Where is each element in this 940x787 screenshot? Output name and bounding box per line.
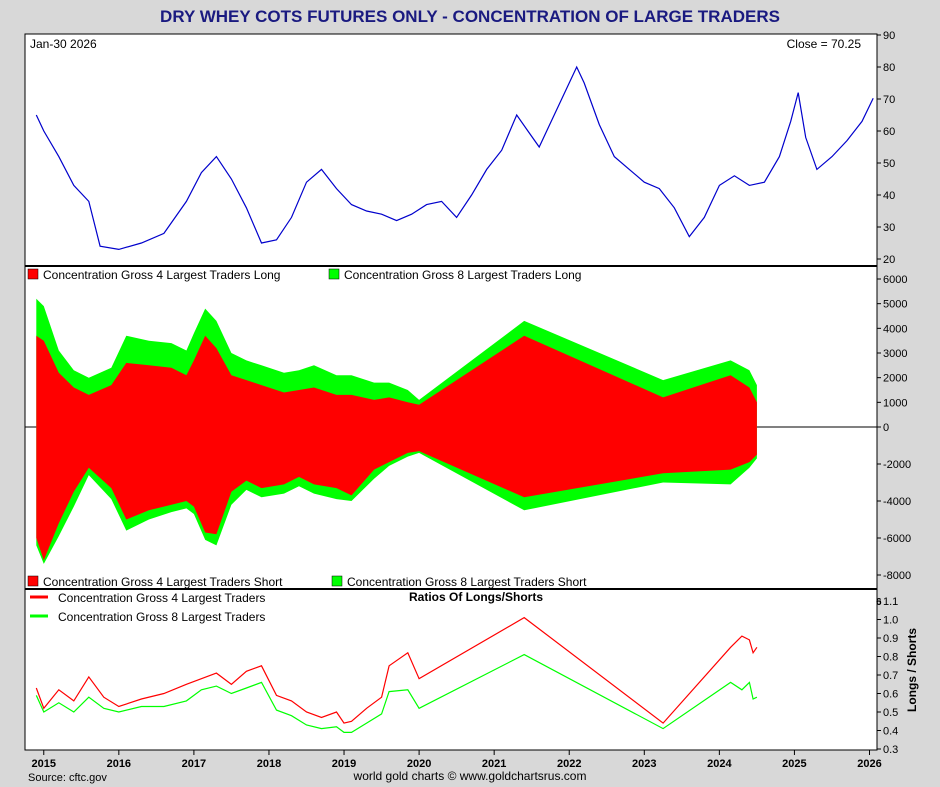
price-y-tick-label: 20: [883, 254, 895, 266]
x-tick-label: 2020: [407, 758, 431, 770]
source-label: Source: cftc.gov: [28, 772, 107, 784]
price-y-tick-label: 70: [883, 94, 895, 106]
ratio-y-tick-label: 0.3: [883, 744, 898, 756]
ratio-y-tick-label: 0.5: [883, 707, 898, 719]
ratio-y-tick-label: 0.7: [883, 670, 898, 682]
ratio-y-tick-label: 1.1: [883, 596, 898, 608]
ratio-title: Ratios Of Longs/Shorts: [409, 590, 543, 604]
x-tick-label: 2015: [32, 758, 56, 770]
price-y-tick-label: 60: [883, 126, 895, 138]
price-y-tick-label: 90: [883, 30, 895, 42]
conc-y-tick-label: 5000: [883, 299, 907, 311]
ratio-line-4: [35, 616, 758, 724]
price-y-tick-label: 30: [883, 222, 895, 234]
legend-swatch-4-short: [27, 575, 39, 587]
x-tick-label: 2026: [857, 758, 881, 770]
credit-label: world gold charts © www.goldchartsrus.co…: [353, 769, 587, 783]
price-series-line: [35, 65, 874, 251]
conc-y-tick-label: 2000: [883, 373, 907, 385]
price-panel: [35, 65, 874, 251]
price-y-tick-label: 50: [883, 158, 895, 170]
legend-8-long: Concentration Gross 8 Largest Traders Lo…: [344, 268, 581, 282]
conc-area-4-short: [36, 427, 757, 561]
legend-ratio-4: Concentration Gross 4 Largest Traders: [58, 591, 265, 605]
close-label: Close = 70.25: [787, 37, 862, 51]
chart-title: DRY WHEY COTS FUTURES ONLY - CONCENTRATI…: [160, 7, 780, 26]
x-tick-label: 2025: [782, 758, 806, 770]
conc-area-4-long: [36, 335, 757, 427]
legend-swatch-8-short: [331, 575, 343, 587]
ratio-y-tick-label: 0.8: [883, 652, 898, 664]
conc-y-tick-label: 6000: [883, 274, 907, 286]
x-tick-label: 2021: [482, 758, 506, 770]
conc-y-tick-label: -8000: [883, 570, 911, 582]
ratio-panel: [35, 616, 758, 734]
price-y-tick-label: 40: [883, 190, 895, 202]
ratio-top-label: 6: [876, 597, 882, 608]
legend-4-short: Concentration Gross 4 Largest Traders Sh…: [43, 575, 283, 589]
x-tick-label: 2024: [707, 758, 732, 770]
legend-4-long: Concentration Gross 4 Largest Traders Lo…: [43, 268, 280, 282]
ratio-y-label: Longs / Shorts: [905, 628, 919, 712]
conc-y-tick-label: -6000: [883, 533, 911, 545]
conc-y-tick-label: 3000: [883, 348, 907, 360]
ratio-y-tick-label: 0.6: [883, 689, 898, 701]
x-tick-label: 2023: [632, 758, 656, 770]
x-tick-label: 2018: [257, 758, 281, 770]
legend-swatch-4-long: [27, 268, 39, 280]
axes: 9080706050403020600050004000300020001000…: [32, 30, 912, 770]
x-tick-label: 2017: [182, 758, 206, 770]
conc-y-tick-label: -4000: [883, 496, 911, 508]
concentration-panel: [36, 298, 757, 564]
legend-ratio-8: Concentration Gross 8 Largest Traders: [58, 610, 265, 624]
conc-y-tick-label: 4000: [883, 323, 907, 335]
legend-swatch-8-long: [328, 268, 340, 280]
price-y-tick-label: 80: [883, 62, 895, 74]
conc-y-tick-label: -2000: [883, 459, 911, 471]
ratio-y-tick-label: 0.9: [883, 633, 898, 645]
x-tick-label: 2019: [332, 758, 356, 770]
conc-y-tick-label: 1000: [883, 397, 907, 409]
legend-8-short: Concentration Gross 8 Largest Traders Sh…: [347, 575, 587, 589]
ratio-y-tick-label: 0.4: [883, 726, 898, 738]
ratio-y-tick-label: 1.0: [883, 615, 898, 627]
conc-y-tick-label: 0: [883, 422, 889, 434]
date-label: Jan-30 2026: [30, 37, 97, 51]
x-tick-label: 2016: [107, 758, 131, 770]
ratio-line-8: [35, 653, 758, 734]
x-tick-label: 2022: [557, 758, 581, 770]
